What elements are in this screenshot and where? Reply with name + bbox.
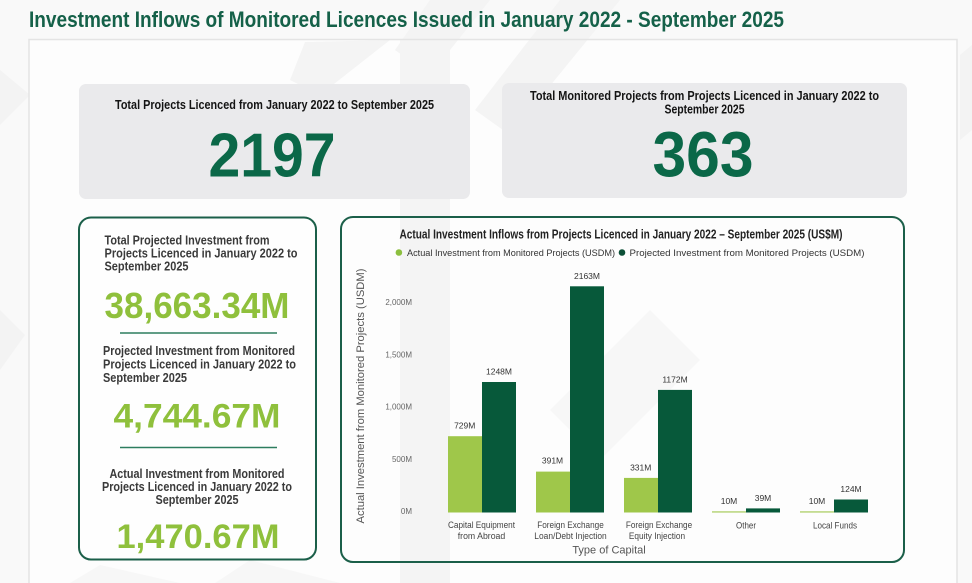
- svg-text:Foreign Exchange: Foreign Exchange: [626, 520, 692, 530]
- svg-text:10M: 10M: [721, 496, 738, 506]
- svg-text:from Abroad: from Abroad: [458, 531, 506, 541]
- svg-text:1,000M: 1,000M: [385, 403, 412, 412]
- svg-text:2,000M: 2,000M: [385, 298, 412, 307]
- svg-text:729M: 729M: [454, 421, 475, 431]
- svg-text:Projects Licenced in January 2: Projects Licenced in January 2022 to: [105, 247, 298, 261]
- svg-text:Type of Capital: Type of Capital: [572, 545, 645, 557]
- svg-text:Other: Other: [736, 520, 756, 530]
- svg-text:Investment Inflows of Monitore: Investment Inflows of Monitored Licences…: [29, 7, 784, 32]
- svg-text:September 2025: September 2025: [665, 102, 745, 117]
- svg-text:Foreign Exchange: Foreign Exchange: [537, 520, 604, 530]
- svg-text:Capital Equipment: Capital Equipment: [448, 520, 515, 530]
- svg-text:1,470.67M: 1,470.67M: [117, 518, 280, 556]
- svg-text:Total Projects Licenced from J: Total Projects Licenced from January 202…: [115, 97, 434, 112]
- svg-text:Actual Investment from Monitor: Actual Investment from Monitored Project…: [407, 248, 615, 259]
- svg-text:2163M: 2163M: [574, 271, 600, 281]
- svg-text:September 2025: September 2025: [103, 371, 187, 385]
- svg-text:Actual Investment from Monitor: Actual Investment from Monitored: [110, 467, 285, 481]
- svg-text:Actual Investment Inflows from: Actual Investment Inflows from Projects …: [400, 227, 843, 242]
- svg-text:1248M: 1248M: [486, 367, 512, 377]
- svg-text:Total Projected Investment fro: Total Projected Investment from: [105, 234, 270, 248]
- svg-text:39M: 39M: [755, 493, 772, 503]
- svg-text:1,500M: 1,500M: [385, 350, 412, 359]
- svg-text:Loan/Debt Injection: Loan/Debt Injection: [534, 531, 606, 541]
- svg-text:Local Funds: Local Funds: [813, 520, 857, 530]
- svg-text:0M: 0M: [401, 507, 412, 516]
- svg-text:September 2025: September 2025: [156, 493, 239, 507]
- svg-text:38,663.34M: 38,663.34M: [105, 285, 290, 326]
- svg-text:500M: 500M: [392, 455, 412, 464]
- svg-text:Projected Investment from Moni: Projected Investment from Monitored Proj…: [630, 248, 865, 259]
- svg-text:Actual Investment from Monitor: Actual Investment from Monitored Project…: [355, 269, 367, 524]
- svg-text:Projected Investment from Moni: Projected Investment from Monitored: [103, 344, 295, 358]
- svg-text:391M: 391M: [542, 456, 563, 466]
- svg-text:September 2025: September 2025: [105, 260, 189, 274]
- svg-text:2197: 2197: [209, 122, 336, 191]
- svg-text:10M: 10M: [809, 496, 826, 506]
- svg-text:4,744.67M: 4,744.67M: [114, 398, 281, 436]
- svg-text:1172M: 1172M: [662, 374, 687, 384]
- svg-text:Projects Licenced in January 2: Projects Licenced in January 2022 to: [102, 480, 292, 494]
- svg-text:Equity Injection: Equity Injection: [629, 531, 685, 541]
- svg-text:363: 363: [653, 119, 754, 191]
- svg-text:Total Monitored Projects from: Total Monitored Projects from Projects L…: [530, 88, 879, 103]
- svg-text:124M: 124M: [840, 484, 861, 494]
- svg-text:Projects Licenced in January 2: Projects Licenced in January 2022 to: [103, 358, 296, 372]
- svg-text:331M: 331M: [630, 462, 651, 472]
